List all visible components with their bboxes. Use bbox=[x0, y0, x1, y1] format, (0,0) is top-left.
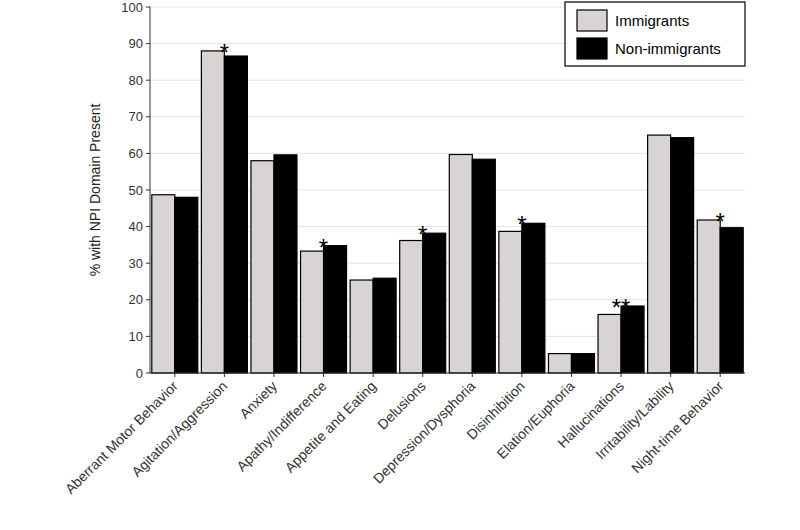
bar bbox=[274, 155, 297, 373]
x-tick bbox=[373, 373, 374, 377]
legend-label: Immigrants bbox=[615, 12, 689, 29]
bar bbox=[697, 220, 720, 373]
legend-label: Non-immigrants bbox=[615, 40, 721, 57]
x-tick bbox=[521, 373, 522, 377]
y-tick-label: 30 bbox=[129, 256, 143, 271]
y-tick bbox=[146, 336, 150, 337]
x-tick-label: Night-time Behavior bbox=[628, 378, 726, 476]
grid-line bbox=[150, 373, 745, 374]
y-tick bbox=[146, 7, 150, 8]
legend-swatch bbox=[577, 10, 607, 31]
y-tick-label: 0 bbox=[136, 366, 143, 381]
y-tick-label: 10 bbox=[129, 329, 143, 344]
bar bbox=[423, 233, 446, 373]
background bbox=[0, 0, 800, 530]
y-tick-label: 70 bbox=[129, 109, 143, 124]
y-tick bbox=[146, 299, 150, 300]
legend-box bbox=[565, 2, 745, 66]
x-tick bbox=[472, 373, 473, 377]
bar bbox=[350, 280, 373, 373]
x-tick bbox=[621, 373, 622, 377]
annotation: * bbox=[517, 211, 526, 238]
x-tick bbox=[670, 373, 671, 377]
bar bbox=[472, 159, 495, 373]
bar bbox=[324, 246, 347, 373]
bar bbox=[548, 354, 571, 373]
y-tick bbox=[146, 190, 150, 191]
bar bbox=[224, 56, 247, 373]
y-axis bbox=[150, 7, 151, 373]
bar bbox=[251, 161, 274, 373]
bar bbox=[373, 278, 396, 373]
y-tick-label: 50 bbox=[129, 183, 143, 198]
y-tick bbox=[146, 116, 150, 117]
y-tick-label: 80 bbox=[129, 73, 143, 88]
x-tick bbox=[571, 373, 572, 377]
bar bbox=[175, 197, 198, 373]
x-tick bbox=[720, 373, 721, 377]
bar bbox=[400, 241, 423, 373]
x-tick bbox=[273, 373, 274, 377]
x-tick-label: Anxiety bbox=[236, 378, 280, 422]
bar bbox=[720, 228, 743, 373]
annotation: * bbox=[418, 221, 427, 248]
legend: Immigrants Non-immigrants bbox=[565, 2, 745, 66]
bar bbox=[301, 251, 324, 373]
bar bbox=[449, 154, 472, 373]
y-tick bbox=[146, 226, 150, 227]
y-tick bbox=[146, 373, 150, 374]
x-axis bbox=[150, 373, 745, 374]
y-tick bbox=[146, 263, 150, 264]
chart: 0102030405060708090100Aberrant Motor Beh… bbox=[0, 0, 800, 530]
annotation: * bbox=[716, 208, 725, 235]
legend-swatch bbox=[577, 38, 607, 59]
x-tick-label: Depression/Dysphoria bbox=[370, 378, 479, 487]
annotation: * bbox=[319, 234, 328, 261]
x-tick bbox=[174, 373, 175, 377]
y-tick-label: 20 bbox=[129, 292, 143, 307]
y-axis-label: % with NPI Domain Present bbox=[87, 104, 103, 277]
bar bbox=[648, 135, 671, 373]
x-tick-label: Appetite and Eating bbox=[282, 378, 380, 476]
x-tick bbox=[323, 373, 324, 377]
bar bbox=[499, 231, 522, 373]
annotation: ** bbox=[612, 294, 631, 321]
bar bbox=[571, 354, 594, 373]
y-tick-label: 100 bbox=[121, 0, 143, 15]
y-tick bbox=[146, 153, 150, 154]
x-tick-label: Apathy/Indifference bbox=[233, 378, 330, 475]
y-tick-label: 40 bbox=[129, 219, 143, 234]
x-tick-label: Agitation/Aggression bbox=[128, 378, 230, 480]
bar bbox=[522, 223, 545, 373]
bar bbox=[201, 51, 224, 373]
bar bbox=[152, 195, 175, 373]
y-tick bbox=[146, 80, 150, 81]
annotation: * bbox=[220, 39, 229, 66]
y-tick-label: 60 bbox=[129, 146, 143, 161]
bar bbox=[671, 138, 694, 373]
y-tick-label: 90 bbox=[129, 36, 143, 51]
bar bbox=[598, 314, 621, 373]
x-tick bbox=[422, 373, 423, 377]
x-tick bbox=[224, 373, 225, 377]
y-tick bbox=[146, 43, 150, 44]
